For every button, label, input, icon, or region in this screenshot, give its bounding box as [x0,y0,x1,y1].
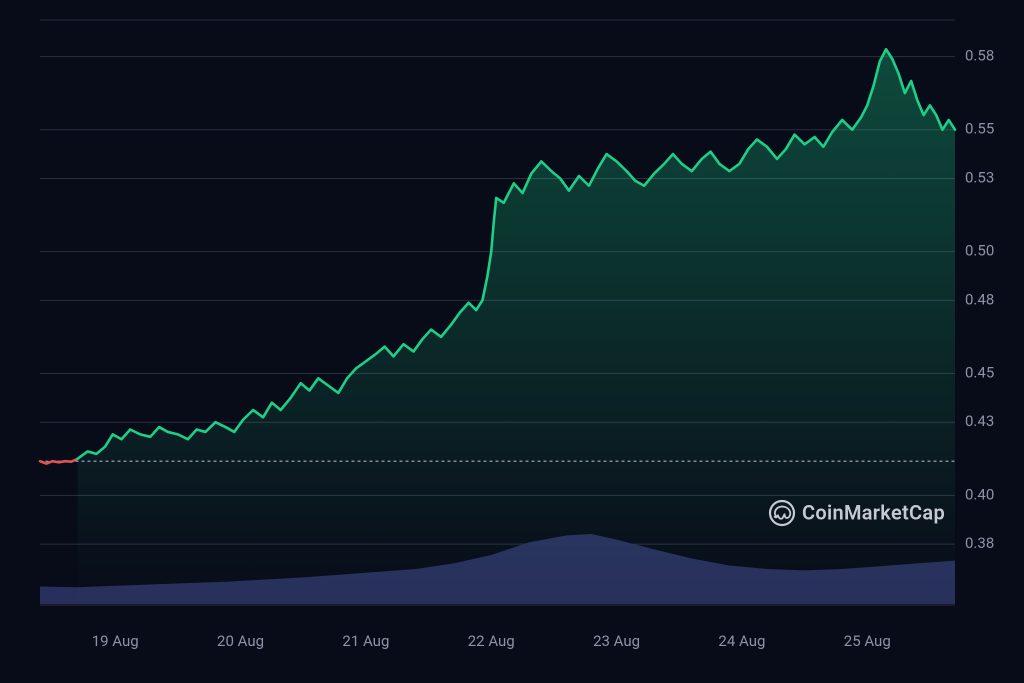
svg-text:21 Aug: 21 Aug [342,632,389,650]
svg-text:23 Aug: 23 Aug [593,632,640,650]
svg-text:0.53: 0.53 [965,168,994,186]
y-axis-ticks: 0.38 0.40 0.43 0.45 0.48 0.50 0.53 0.55 0.58 [965,47,994,553]
svg-text:0.48: 0.48 [965,290,994,308]
x-axis-ticks: 19 Aug 20 Aug 21 Aug 22 Aug 23 Aug 24 Aug 25 A… [92,632,891,650]
svg-text:0.38: 0.38 [965,534,994,552]
svg-text:25 Aug: 25 Aug [844,632,891,650]
svg-text:0.40: 0.40 [965,485,994,503]
svg-text:CoinMarketCap: CoinMarketCap [802,500,945,524]
svg-text:19 Aug: 19 Aug [92,632,139,650]
price-chart-container: 0.38 0.40 0.43 0.45 0.48 0.50 0.53 0.55 0.58 19 … [0,0,1024,683]
svg-text:0.58: 0.58 [965,47,994,65]
svg-text:22 Aug: 22 Aug [468,632,515,650]
svg-text:20 Aug: 20 Aug [217,632,264,650]
svg-text:24 Aug: 24 Aug [718,632,765,650]
svg-text:0.45: 0.45 [965,363,994,381]
svg-text:0.50: 0.50 [965,242,994,260]
price-chart-svg[interactable]: 0.38 0.40 0.43 0.45 0.48 0.50 0.53 0.55 0.58 19 … [0,0,1024,683]
svg-text:0.55: 0.55 [965,120,994,138]
svg-text:0.43: 0.43 [965,412,994,430]
